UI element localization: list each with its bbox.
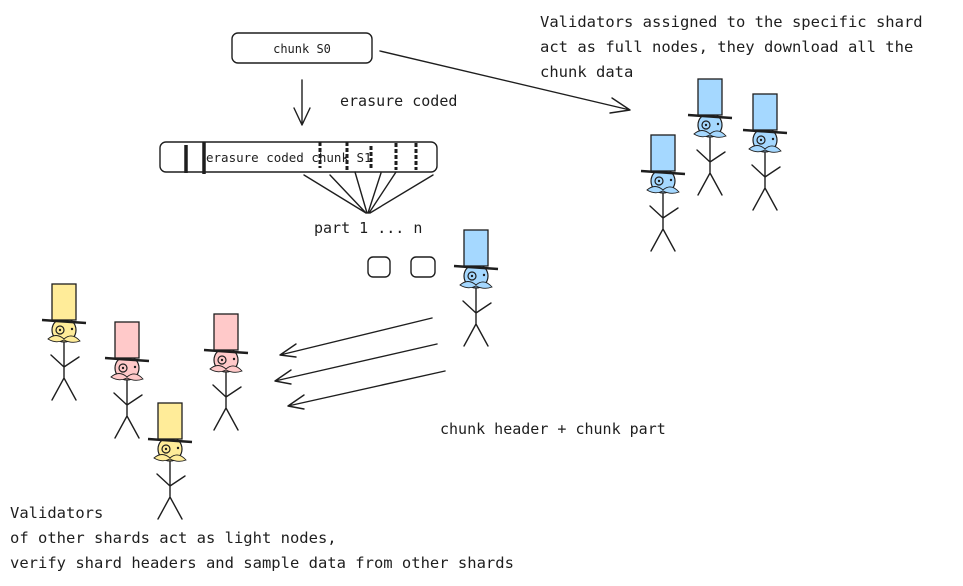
svg-text:Validators: Validators <box>10 504 103 522</box>
part-box <box>367 256 391 278</box>
fan-lines <box>303 171 434 214</box>
chunk-s0-box: chunk S0 <box>231 32 373 64</box>
full-nodes-note: Validators assigned to the specific shar… <box>540 13 923 81</box>
chunk-s0-label: chunk S0 <box>273 42 331 56</box>
validator-figure <box>104 321 150 439</box>
erasure-coded-label: erasure coded <box>340 92 457 110</box>
erasure-coded-box: erasure coded chunk S1 <box>159 141 438 174</box>
down-arrow <box>293 79 311 126</box>
part-box <box>410 256 436 278</box>
erasure-coded-chunk-label: erasure coded chunk S1 <box>206 150 372 165</box>
light-nodes-note: Validators of other shards act as light … <box>10 504 514 572</box>
validator-figure <box>41 283 87 401</box>
chunk-header-part-label: chunk header + chunk part <box>440 420 666 438</box>
arrow-to-full-nodes <box>379 50 631 114</box>
svg-text:verify shard headers and sampl: verify shard headers and sample data fro… <box>10 554 514 572</box>
svg-text:act as full nodes, they downlo: act as full nodes, they download all the <box>540 38 913 56</box>
validator-figure <box>453 229 499 347</box>
parts-label: part 1 ... n <box>314 219 422 237</box>
validator-figure <box>147 402 193 520</box>
validator-figure <box>203 313 249 431</box>
validator-figure <box>640 134 686 252</box>
svg-text:Validators assigned to the spe: Validators assigned to the specific shar… <box>540 13 923 31</box>
validator-figure <box>742 93 788 211</box>
svg-text:of other shards act as light n: of other shards act as light nodes, <box>10 529 337 547</box>
validator-figure <box>687 78 733 196</box>
validators <box>41 78 788 520</box>
arrows-to-light-nodes <box>274 317 446 410</box>
svg-text:chunk data: chunk data <box>540 63 633 81</box>
